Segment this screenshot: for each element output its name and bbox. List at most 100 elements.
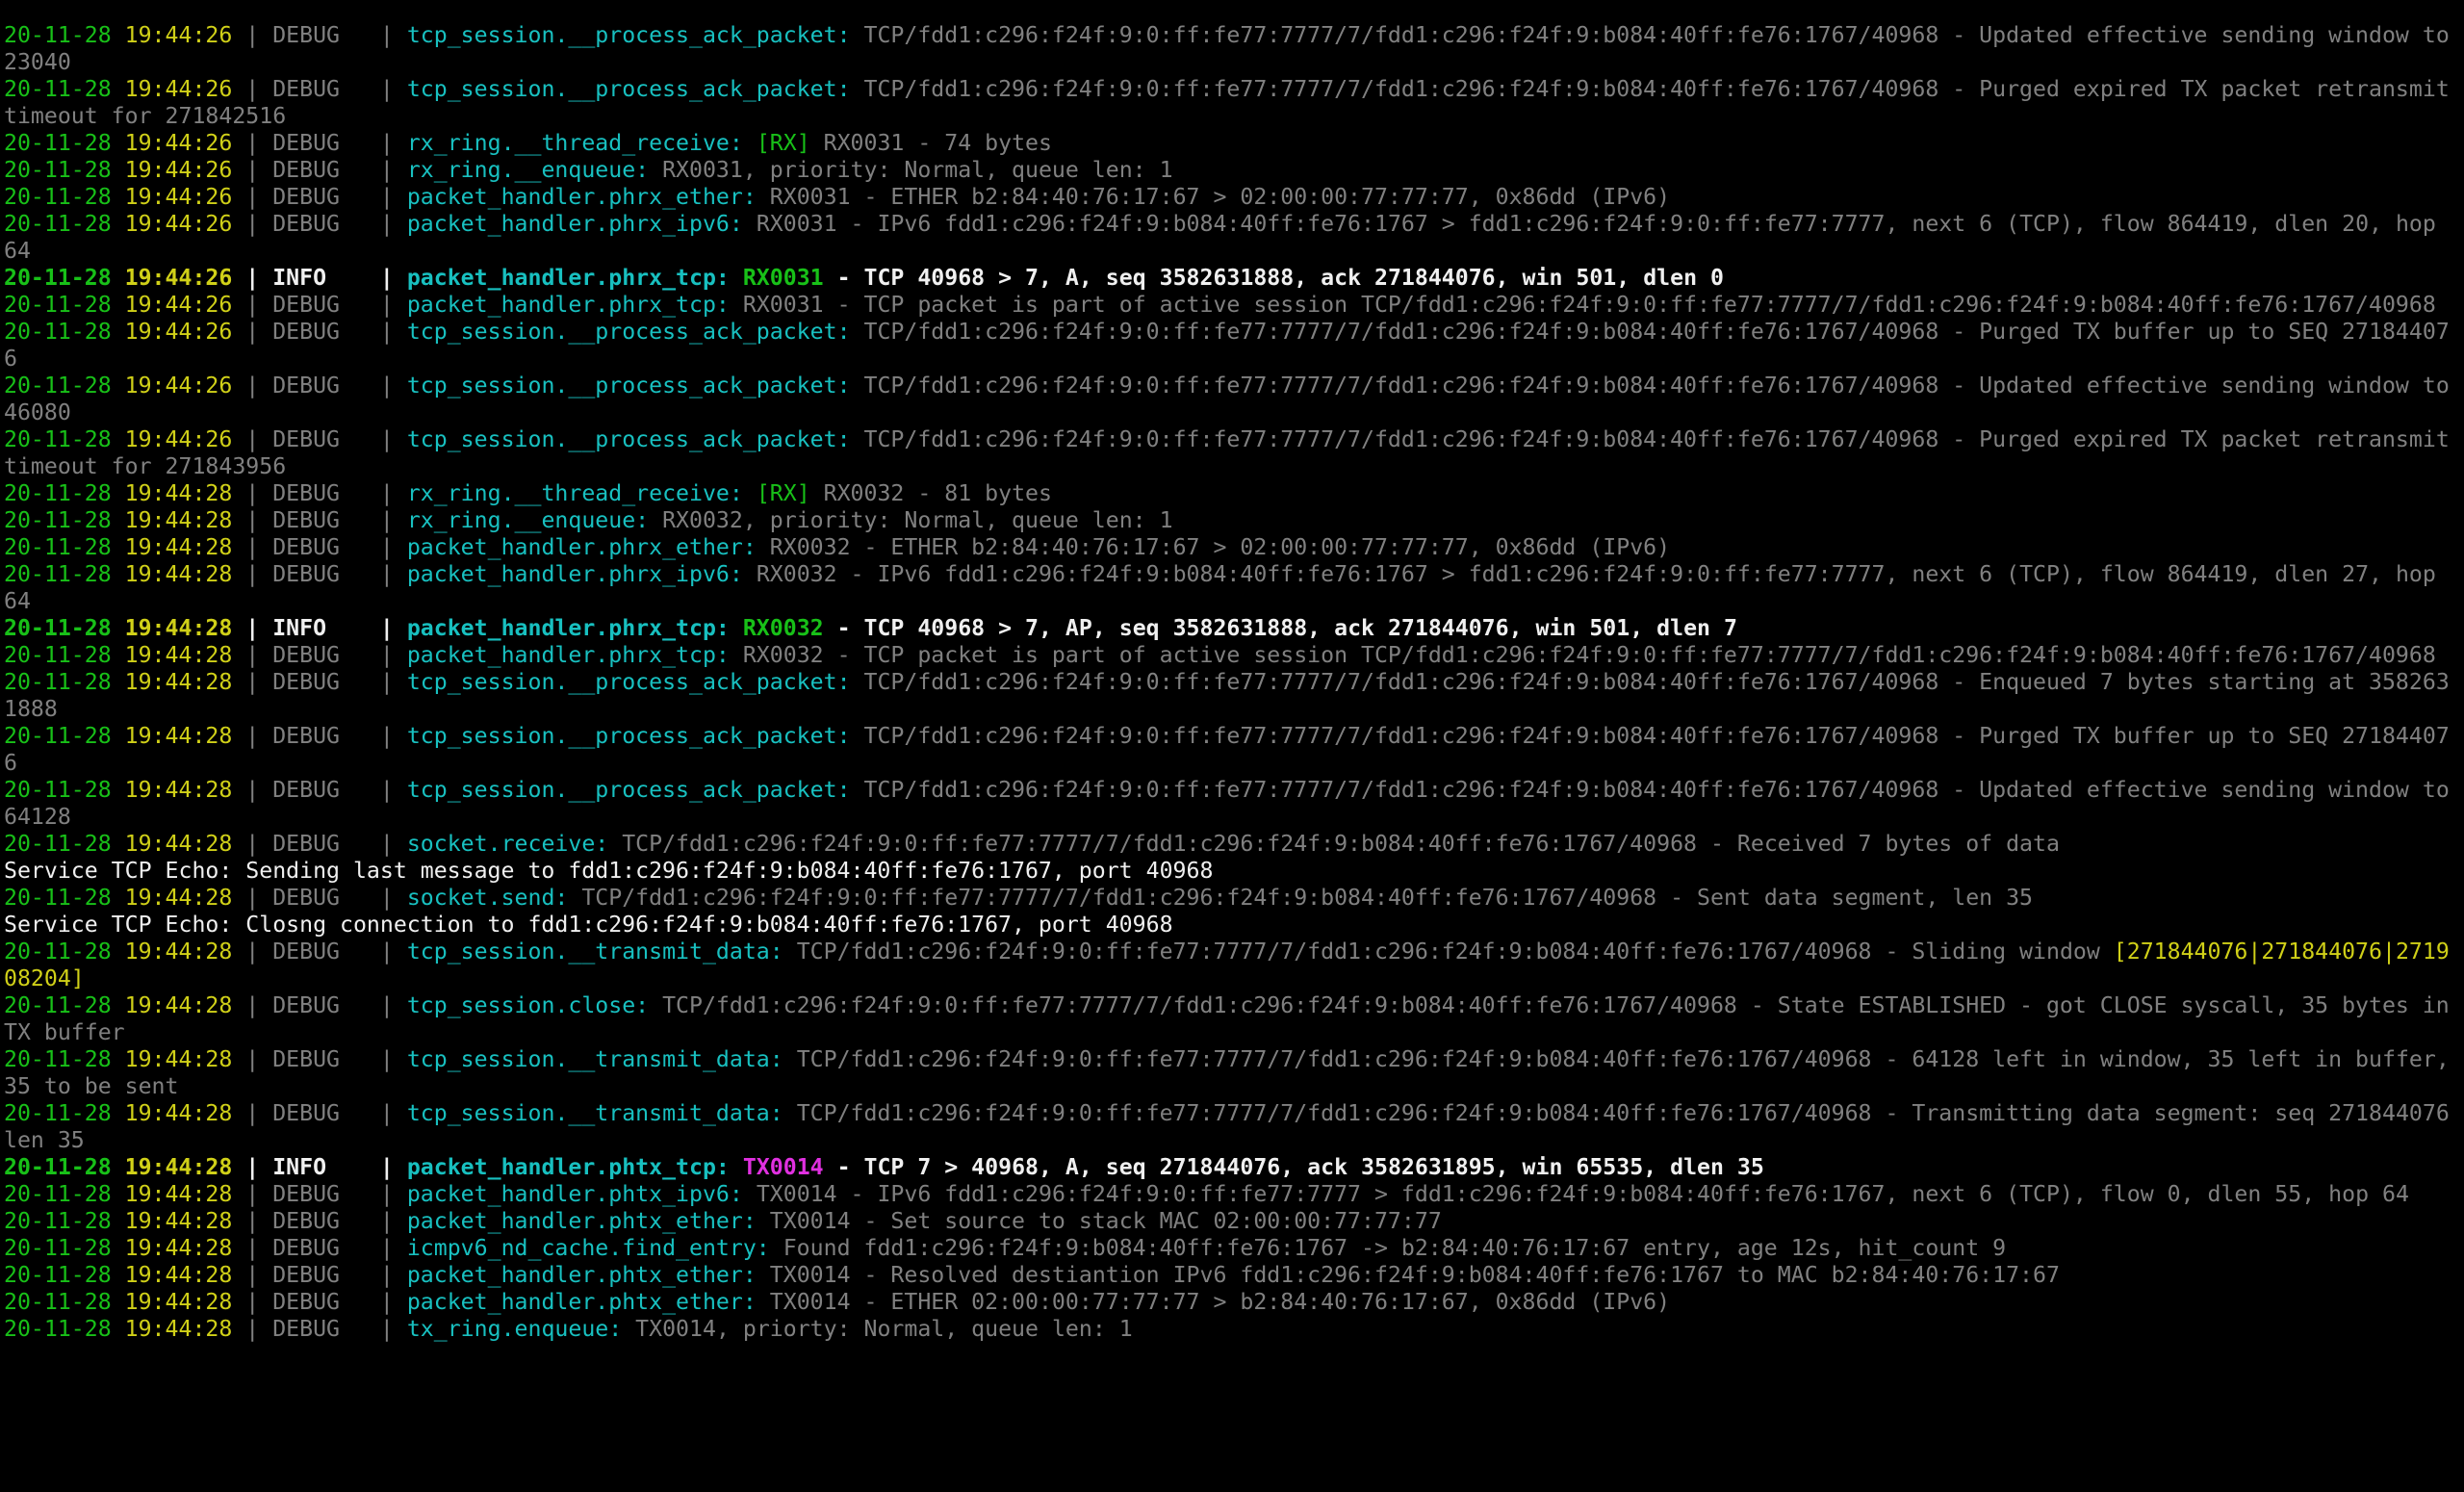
log-segment: rx_ring.__thread_receive: <box>407 480 743 506</box>
log-segment: 19:44:28 <box>125 777 233 803</box>
log-segment: | <box>367 939 407 965</box>
log-segment: | <box>232 669 272 695</box>
log-segment: 20-11-28 <box>4 939 125 965</box>
log-segment: 20-11-28 <box>4 534 125 560</box>
log-segment: | <box>232 1316 272 1342</box>
log-segment: 19:44:26 <box>125 319 233 345</box>
log-segment: | <box>367 1289 407 1315</box>
log-segment: | <box>232 76 272 102</box>
log-segment: DEBUG <box>272 1181 367 1207</box>
log-segment: DEBUG <box>272 561 367 587</box>
log-segment: 19:44:26 <box>125 211 233 237</box>
log-segment: 20-11-28 <box>4 1316 125 1342</box>
log-segment: rx_ring.__enqueue: <box>407 507 649 533</box>
log-segment: packet_handler.phrx_tcp: <box>407 615 730 641</box>
log-segment: Service TCP Echo: Sending last message t… <box>4 858 1213 884</box>
log-segment: DEBUG <box>272 157 367 183</box>
log-segment: DEBUG <box>272 1316 367 1342</box>
log-segment: TCP/fdd1:c296:f24f:9:0:ff:fe77:7777/7/fd… <box>568 885 2033 911</box>
log-segment: | <box>367 1208 407 1234</box>
log-segment: 20-11-28 <box>4 184 125 210</box>
log-segment: 20-11-28 <box>4 723 125 749</box>
log-segment: 19:44:28 <box>125 480 233 506</box>
log-segment: | <box>367 777 407 803</box>
log-segment: RX0032 <box>730 615 824 641</box>
log-segment: | <box>367 1262 407 1288</box>
log-segment: DEBUG <box>272 1100 367 1126</box>
log-segment: 19:44:26 <box>125 76 233 102</box>
log-segment: | <box>232 373 272 399</box>
log-segment: RX0032, priority: Normal, queue len: 1 <box>649 507 1172 533</box>
log-segment: | <box>367 1100 407 1126</box>
log-segment: 20-11-28 <box>4 292 125 318</box>
log-segment: | <box>232 534 272 560</box>
log-segment: TCP/fdd1:c296:f24f:9:0:ff:fe77:7777/7/fd… <box>608 831 2060 857</box>
log-segment: TX0014 - Set source to stack MAC 02:00:0… <box>757 1208 1442 1234</box>
log-segment: RX0031, priority: Normal, queue len: 1 <box>649 157 1172 183</box>
log-segment: tcp_session.__process_ack_packet: <box>407 777 851 803</box>
log-segment: | <box>367 157 407 183</box>
log-segment: 20-11-28 <box>4 426 125 452</box>
log-segment: 19:44:28 <box>125 1235 233 1261</box>
log-segment: 20-11-28 <box>4 480 125 506</box>
log-segment: INFO <box>272 265 367 291</box>
log-segment: DEBUG <box>272 1289 367 1315</box>
log-segment: [RX] <box>743 130 810 156</box>
log-segment: 20-11-28 <box>4 885 125 911</box>
log-segment: | <box>367 22 407 48</box>
log-segment: socket.send: <box>407 885 569 911</box>
log-segment: 20-11-28 <box>4 992 125 1018</box>
log-segment: | <box>232 1289 272 1315</box>
log-segment: tcp_session.__process_ack_packet: <box>407 22 851 48</box>
log-segment: 20-11-28 <box>4 22 125 48</box>
log-segment: | <box>367 1235 407 1261</box>
log-segment: 19:44:28 <box>125 1181 233 1207</box>
log-segment: | <box>232 211 272 237</box>
log-segment: TX0014 - IPv6 fdd1:c296:f24f:9:0:ff:fe77… <box>743 1181 2409 1207</box>
log-segment: 20-11-28 <box>4 265 125 291</box>
log-segment: | <box>232 157 272 183</box>
log-segment: DEBUG <box>272 373 367 399</box>
log-segment: 20-11-28 <box>4 1235 125 1261</box>
log-segment: socket.receive: <box>407 831 608 857</box>
log-segment: DEBUG <box>272 1262 367 1288</box>
terminal-log-output: 20-11-28 19:44:26 | DEBUG | tcp_session.… <box>0 22 2464 1343</box>
log-segment: 19:44:28 <box>125 1100 233 1126</box>
log-segment: 19:44:28 <box>125 1046 233 1072</box>
log-segment: | <box>367 373 407 399</box>
log-segment: packet_handler.phrx_ether: <box>407 534 757 560</box>
log-segment: - TCP 40968 > 7, A, seq 3582631888, ack … <box>824 265 1724 291</box>
log-segment: | <box>232 777 272 803</box>
log-segment: 19:44:28 <box>125 642 233 668</box>
log-segment: packet_handler.phtx_ether: <box>407 1289 757 1315</box>
log-segment: INFO <box>272 1154 367 1180</box>
log-segment: DEBUG <box>272 480 367 506</box>
log-segment: | <box>232 723 272 749</box>
log-segment: | <box>232 184 272 210</box>
log-segment: | <box>367 211 407 237</box>
log-segment: | <box>232 426 272 452</box>
log-segment: | <box>232 1154 272 1180</box>
log-segment: [RX] <box>743 480 810 506</box>
log-segment: DEBUG <box>272 22 367 48</box>
log-segment: | <box>232 22 272 48</box>
log-segment: DEBUG <box>272 1208 367 1234</box>
log-segment: 19:44:26 <box>125 184 233 210</box>
log-segment: | <box>367 669 407 695</box>
log-segment: - TCP 7 > 40968, A, seq 271844076, ack 3… <box>824 1154 1764 1180</box>
log-segment: packet_handler.phrx_ether: <box>407 184 757 210</box>
log-segment: tcp_session.__transmit_data: <box>407 939 783 965</box>
log-segment: | <box>232 1181 272 1207</box>
log-segment: | <box>367 534 407 560</box>
log-segment: | <box>232 1262 272 1288</box>
log-segment: DEBUG <box>272 939 367 965</box>
log-segment: 20-11-28 <box>4 373 125 399</box>
log-segment: | <box>232 642 272 668</box>
log-segment: TX0014, priorty: Normal, queue len: 1 <box>622 1316 1132 1342</box>
log-segment: DEBUG <box>272 992 367 1018</box>
log-segment: | <box>367 265 407 291</box>
log-segment: 19:44:28 <box>125 561 233 587</box>
log-segment: tcp_session.__process_ack_packet: <box>407 319 851 345</box>
log-segment: 20-11-28 <box>4 157 125 183</box>
log-segment: | <box>367 723 407 749</box>
